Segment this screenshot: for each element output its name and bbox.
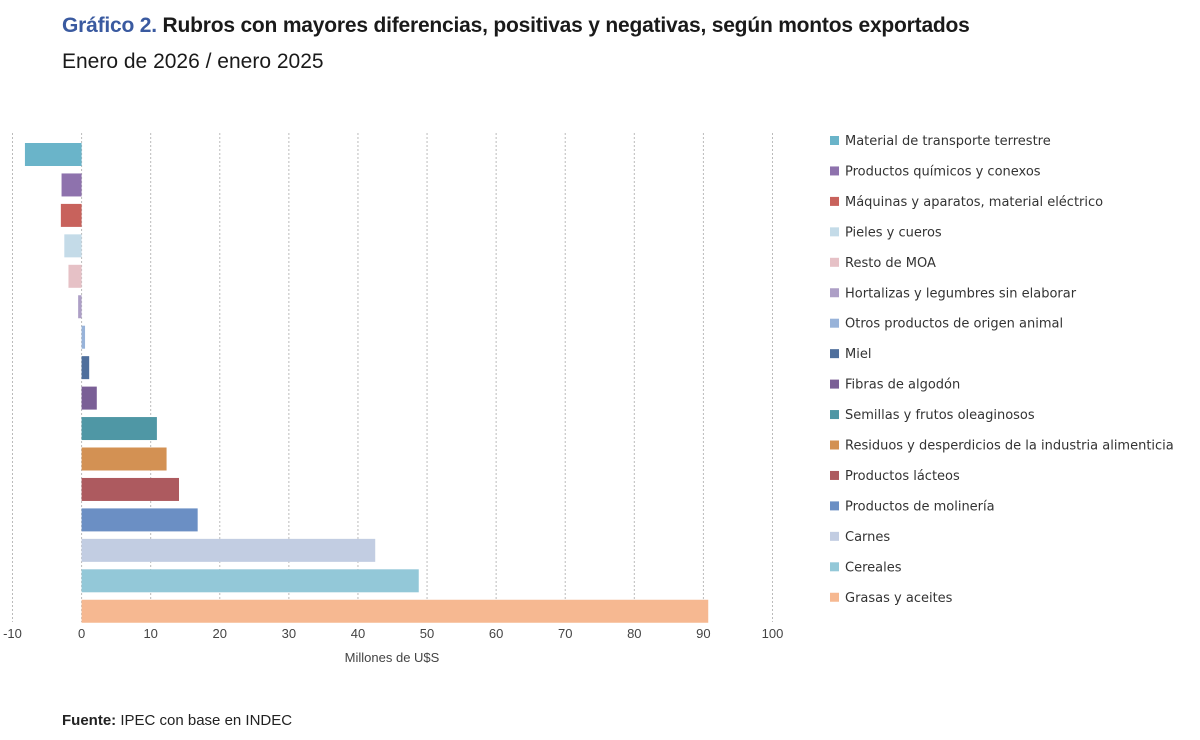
bar	[81, 477, 180, 501]
legend-swatch	[830, 318, 839, 328]
x-axis-label: Millones de U$S	[345, 650, 440, 665]
legend-label: Residuos y desperdicios de la industria …	[845, 439, 1174, 454]
legend-label: Máquinas y aparatos, material eléctrico	[845, 195, 1103, 210]
bar	[24, 143, 82, 166]
legend-swatch	[830, 592, 839, 602]
legend-swatch	[830, 531, 839, 541]
legend-label: Hortalizas y legumbres sin elaborar	[845, 286, 1077, 301]
x-tick-label: 40	[351, 626, 365, 641]
chart-title: Gráfico 2. Rubros con mayores diferencia…	[62, 14, 970, 38]
x-tick-label: 20	[213, 626, 227, 641]
chart-subtitle: Enero de 2026 / enero 2025	[62, 50, 324, 73]
bar	[81, 569, 419, 593]
legend-label: Productos químicos y conexos	[845, 164, 1041, 179]
x-tick-label: 0	[78, 626, 85, 641]
legend-label: Resto de MOA	[845, 256, 936, 271]
bar	[64, 234, 82, 258]
title-text: Rubros con mayores diferencias, positiva…	[162, 14, 970, 37]
legend-swatch	[830, 196, 839, 206]
legend-label: Productos de molinería	[845, 499, 995, 514]
bar	[81, 447, 167, 471]
source-text: IPEC con base en INDEC	[120, 712, 293, 729]
x-tick-label: 70	[558, 626, 572, 641]
bar	[78, 295, 82, 319]
bar-chart: -10 0 10 20 30 40 50 60 70 80 90 100 Millones de U$S…	[3, 133, 1174, 665]
x-tick-label: 100	[762, 626, 784, 641]
x-tick-label: 60	[489, 626, 503, 641]
legend-swatch	[830, 410, 839, 420]
legend-label: Otros productos de origen animal	[845, 317, 1063, 332]
legend-label: Semillas y frutos oleaginosos	[845, 408, 1035, 423]
legend-label: Carnes	[845, 530, 890, 545]
legend-swatch	[830, 349, 839, 359]
legend-swatch	[830, 166, 839, 176]
source-label: Fuente:	[62, 712, 117, 729]
bar	[60, 203, 82, 227]
bar	[81, 508, 198, 532]
bar	[68, 264, 82, 288]
x-tick-label: 50	[420, 626, 434, 641]
x-tick-label: -10	[3, 626, 22, 641]
legend-swatch	[830, 136, 839, 145]
legend-label: Miel	[845, 347, 871, 362]
bar	[61, 173, 82, 197]
x-tick-label: 80	[627, 626, 641, 641]
bar	[81, 386, 97, 410]
legend-label: Productos lácteos	[845, 469, 960, 484]
legend-swatch	[830, 470, 839, 480]
legend-swatch	[830, 288, 839, 298]
bar	[81, 325, 86, 349]
legend-swatch	[830, 440, 839, 450]
legend-swatch	[830, 379, 839, 389]
legend-label: Material de transporte terrestre	[845, 134, 1051, 149]
legend-swatch	[830, 227, 839, 237]
bar	[81, 417, 157, 441]
legend-label: Grasas y aceites	[845, 591, 953, 606]
x-tick-label: 10	[143, 626, 157, 641]
legend-swatch	[830, 257, 839, 267]
title-prefix: Gráfico 2.	[62, 14, 157, 37]
bar	[81, 356, 90, 380]
legend-swatch	[830, 501, 839, 511]
x-tick-label: 30	[282, 626, 296, 641]
bar	[81, 538, 376, 562]
legend-label: Pieles y cueros	[845, 225, 942, 240]
bar	[81, 599, 709, 623]
source-note: Fuente: IPEC con base en INDEC	[62, 712, 292, 729]
legend-label: Cereales	[845, 560, 902, 575]
legend-label: Fibras de algodón	[845, 378, 960, 393]
x-tick-label: 90	[696, 626, 710, 641]
legend-swatch	[830, 562, 839, 572]
